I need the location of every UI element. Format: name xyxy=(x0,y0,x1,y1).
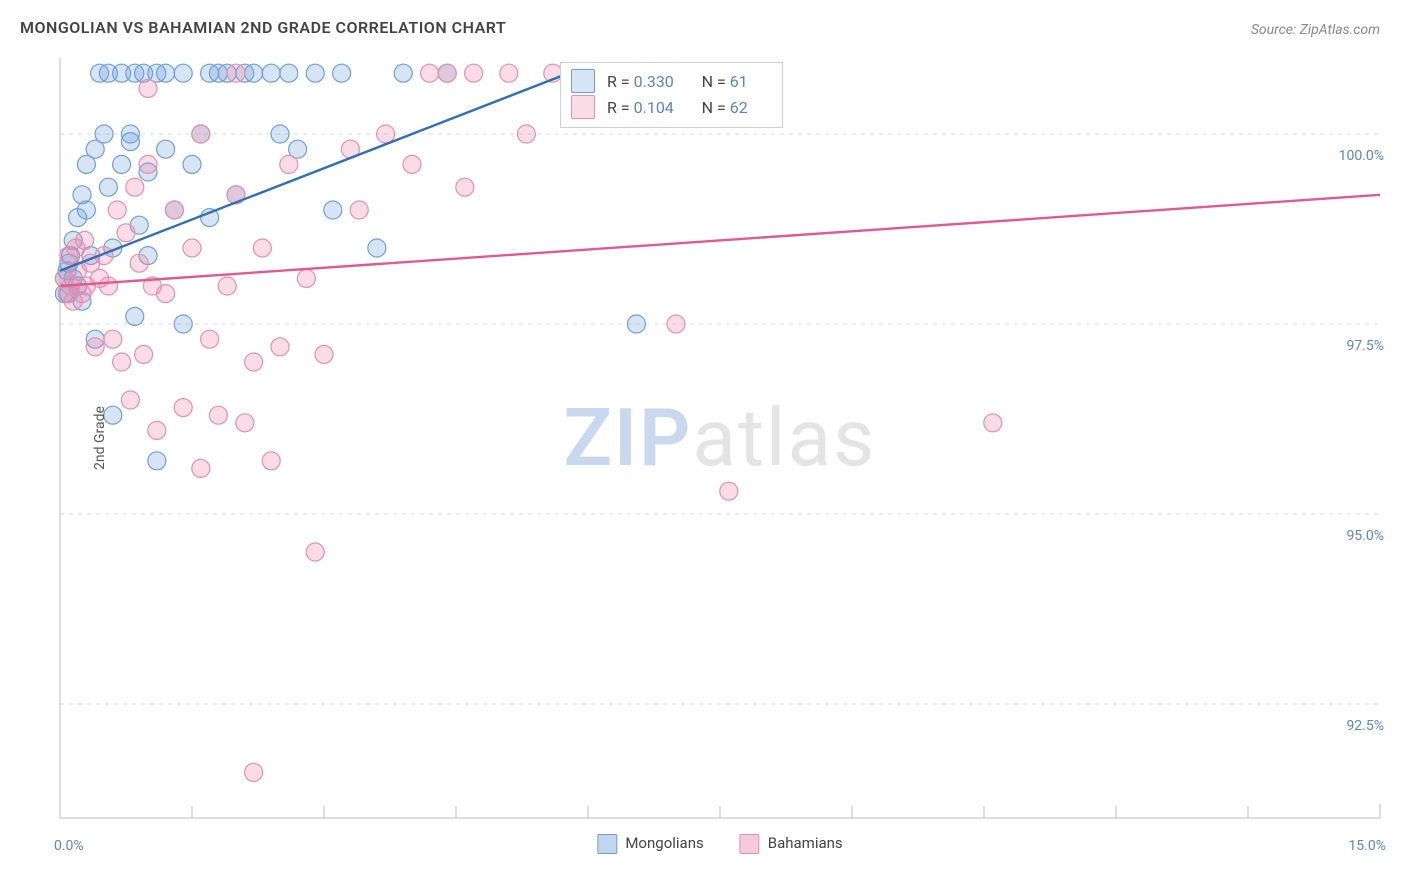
legend-swatch xyxy=(571,95,595,119)
legend-item: Bahamians xyxy=(740,834,843,852)
n-label: N = xyxy=(702,72,726,91)
legend-swatch xyxy=(740,834,760,854)
y-tick-label: 97.5% xyxy=(1346,338,1384,354)
legend-bottom: Mongolians Bahamians xyxy=(579,834,860,854)
y-tick-label: 100.0% xyxy=(1339,148,1384,164)
y-tick-label: 92.5% xyxy=(1346,718,1384,734)
r-value: 0.330 xyxy=(634,72,692,91)
y-tick-label: 95.0% xyxy=(1346,528,1384,544)
r-label: R = xyxy=(607,98,630,117)
stats-row: R =0.104 N =62 xyxy=(571,95,764,119)
x-tick-label: 15.0% xyxy=(1348,838,1386,854)
chart-svg xyxy=(60,58,1380,818)
legend-label: Bahamians xyxy=(768,834,843,852)
legend-swatch xyxy=(571,69,595,93)
legend-swatch xyxy=(597,834,617,854)
y-axis-label: 2nd Grade xyxy=(92,406,108,470)
source-label: Source: ZipAtlas.com xyxy=(1251,22,1380,38)
n-label: N = xyxy=(702,98,726,117)
n-value: 61 xyxy=(730,72,764,91)
scatter-plot: 2nd Grade R =0.330N =61R =0.104N =62 ZIP… xyxy=(60,58,1380,818)
r-label: R = xyxy=(607,72,630,91)
stats-legend: R =0.330 N =61 R =0.104 N =62 xyxy=(560,62,783,128)
stats-row: R =0.330 N =61 xyxy=(571,69,764,93)
page-title: MONGOLIAN VS BAHAMIAN 2ND GRADE CORRELAT… xyxy=(20,18,506,37)
x-tick-label: 0.0% xyxy=(54,838,84,854)
r-value: 0.104 xyxy=(634,98,692,117)
legend-item: Mongolians xyxy=(597,834,703,852)
legend-label: Mongolians xyxy=(625,834,703,852)
n-value: 62 xyxy=(730,98,764,117)
